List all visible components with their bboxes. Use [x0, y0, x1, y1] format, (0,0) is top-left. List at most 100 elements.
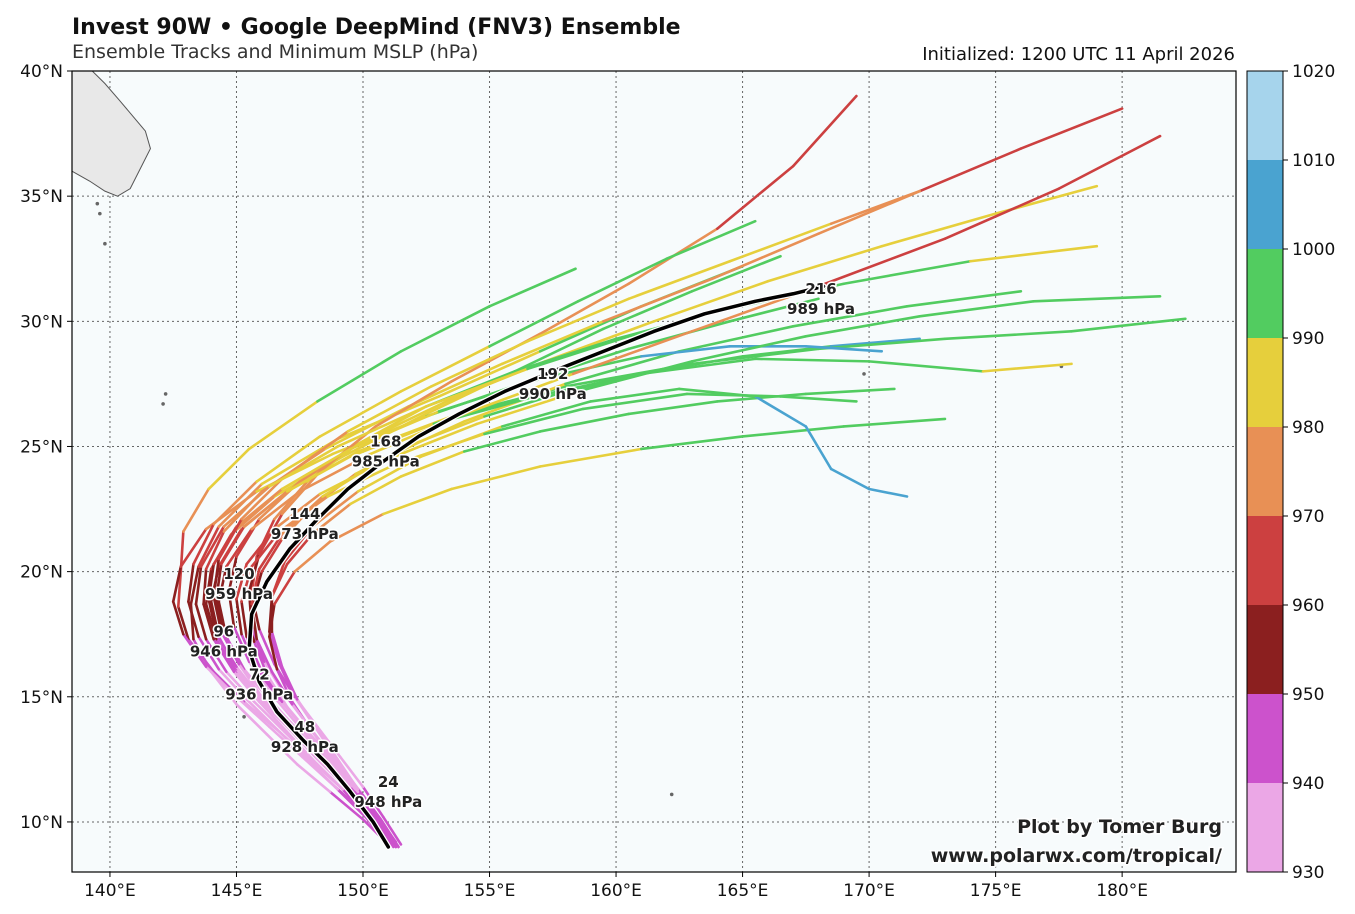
track-segment [328, 790, 365, 821]
track-segment [222, 485, 271, 528]
track-segment [538, 412, 630, 433]
track-segment [483, 390, 567, 418]
track-segment [270, 670, 294, 706]
track-segment [306, 730, 334, 764]
track-segment [278, 495, 329, 533]
track-segment [242, 490, 289, 528]
track-segment [602, 277, 714, 323]
track-segment [779, 395, 858, 403]
colorbar-tick-label: 1020 [1292, 62, 1335, 82]
track-segment [1032, 294, 1162, 303]
track-segment [526, 297, 630, 343]
track-segment [379, 818, 400, 849]
track-segment [245, 697, 279, 731]
track-segment [270, 560, 286, 598]
forecast-mslp-label: 928 hPa [271, 738, 339, 756]
colorbar: 930 940 950 960 970 980 990 1000 1010 1020 [1246, 62, 1335, 883]
track-segment [728, 297, 820, 323]
colorbar-swatch [1247, 338, 1283, 427]
track-segment [728, 222, 833, 263]
track-segment [214, 562, 223, 601]
track-segment [227, 555, 238, 593]
track-segment [295, 697, 319, 731]
track-segment [176, 605, 190, 641]
track-segment [192, 522, 216, 566]
track-segment [316, 725, 342, 759]
y-tick-label: 30°N [20, 312, 63, 332]
track-segment [311, 502, 352, 536]
track-segment [842, 259, 972, 286]
forecast-mslp-label: 948 hPa [354, 793, 422, 811]
track-segment [202, 567, 208, 606]
forecast-hour-label: 72 [249, 665, 270, 683]
track-segment [295, 763, 332, 794]
track-segment [214, 632, 238, 669]
track-segment [640, 357, 757, 376]
track-segment [918, 299, 1035, 318]
island-dot [103, 241, 107, 246]
track-segment [804, 315, 921, 338]
track-segment [905, 289, 1023, 308]
track-segment [338, 755, 365, 789]
track-segment [943, 330, 1073, 341]
track-segment [538, 282, 630, 336]
forecast-mslp-label: 959 hPa [205, 585, 273, 603]
track-segment [316, 728, 339, 761]
track-segment [336, 758, 360, 791]
track-segment [356, 455, 423, 493]
track-segment [235, 487, 284, 528]
track-segment [526, 335, 630, 371]
track-segment [753, 395, 808, 428]
track-segment [316, 350, 403, 403]
track-member-21 [240, 392, 858, 849]
track-segment [204, 665, 238, 699]
track-segment [285, 532, 314, 566]
track-segment [235, 670, 264, 704]
track-segment [293, 540, 332, 573]
track-segment [240, 565, 253, 603]
track-segment [298, 452, 372, 493]
credit-url[interactable]: www.polarwx.com/tropical/ [929, 844, 1223, 869]
track-segment [212, 670, 246, 704]
track-segment [1070, 317, 1187, 333]
colorbar-tick-label: 980 [1292, 418, 1324, 438]
track-segment [318, 390, 403, 438]
track-segment [867, 360, 985, 373]
track-segment [640, 435, 744, 451]
track-segment [488, 299, 580, 348]
track-segment [176, 570, 183, 608]
track-segment [488, 267, 577, 308]
track-segment [245, 527, 276, 566]
track-segment [273, 480, 309, 521]
track-segment [252, 700, 286, 734]
track-segment [197, 635, 221, 671]
track-segment [791, 304, 909, 328]
colorbar-swatch [1247, 605, 1283, 694]
track-segment [804, 425, 833, 471]
track-segment [273, 492, 322, 531]
track-segment [204, 567, 213, 606]
x-tick-label: 160°E [590, 881, 642, 901]
track-segment [336, 788, 367, 819]
track-segment [424, 367, 529, 408]
track-segment [283, 730, 317, 764]
track-segment [187, 562, 195, 603]
track-segment [283, 430, 350, 478]
track-segment [374, 380, 453, 428]
track-segment [437, 350, 542, 398]
track-segment [829, 189, 921, 225]
colorbar-swatch [1247, 249, 1283, 338]
track-segment [829, 467, 871, 491]
track-segment [268, 725, 304, 759]
track-segment [715, 164, 795, 230]
island-dot [98, 211, 102, 216]
track-segment [270, 630, 284, 669]
x-tick-label: 145°E [211, 881, 263, 901]
track-segment [255, 435, 322, 483]
forecast-mslp-label: 985 hPa [352, 452, 420, 470]
track-segment [260, 670, 284, 704]
track-segment [232, 625, 251, 664]
track-segment [235, 597, 243, 636]
track-segment [260, 537, 284, 573]
track-segment [394, 432, 486, 466]
